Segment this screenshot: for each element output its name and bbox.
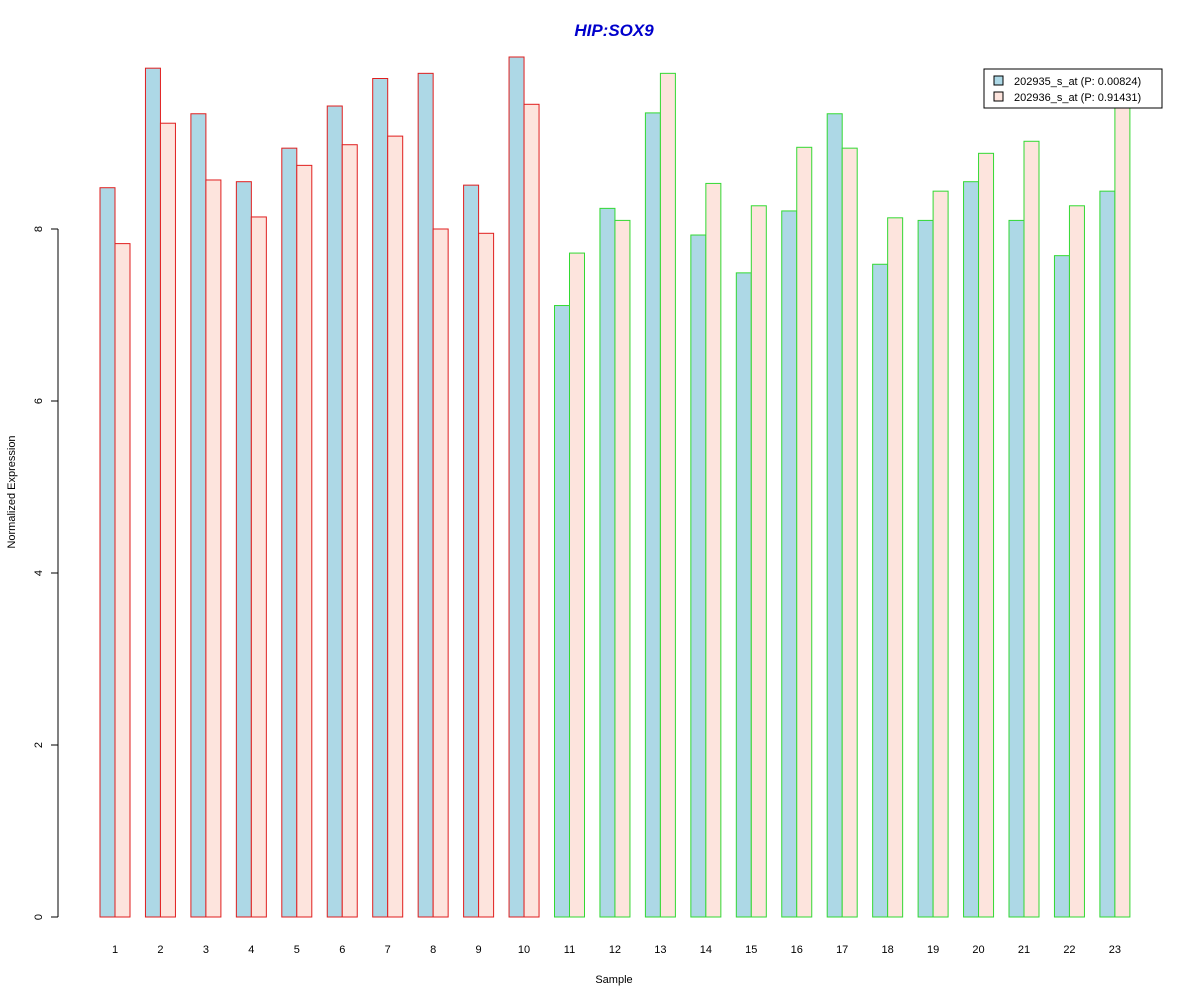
bar-series-2-sample-16 [796,146,813,918]
bar-series-1-sample-13 [644,112,661,918]
bar-series-1-sample-7 [372,78,389,918]
legend-swatch-series-1 [993,75,1004,86]
x-tick-label: 19 [927,944,939,956]
bar-series-2-sample-3 [205,179,222,918]
x-tick-label: 20 [972,944,984,956]
bar-series-1-sample-11 [554,305,570,918]
bar-series-2-sample-5 [296,164,313,918]
x-tick-label: 10 [518,944,530,956]
x-axis-label: Sample [595,974,632,986]
x-tick-label: 8 [430,944,436,956]
bar-series-1-sample-5 [281,147,298,918]
y-tick-label: 2 [33,742,45,748]
x-tick-label: 7 [385,944,391,956]
bar-series-2-sample-15 [750,205,767,918]
bar-series-2-sample-13 [659,72,676,918]
bar-series-1-sample-1 [99,187,116,918]
x-tick-label: 4 [248,944,254,956]
x-tick-label: 21 [1018,944,1030,956]
legend-swatch-series-2 [993,91,1004,102]
y-tick-label: 4 [33,570,45,576]
bar-series-2-sample-4 [250,216,267,918]
bars-group [99,56,1131,918]
x-tick-label: 22 [1063,944,1075,956]
bar-series-1-sample-6 [326,105,343,918]
bar-series-1-sample-19 [917,219,934,918]
bar-series-1-sample-10 [508,56,525,918]
x-tick-label: 1 [112,944,118,956]
bar-series-2-sample-22 [1068,205,1085,918]
bar-series-1-sample-14 [690,234,707,918]
chart-title: HIP:SOX9 [574,21,654,40]
legend-label-series-1: 202935_s_at (P: 0.00824) [1014,76,1141,88]
bar-series-2-sample-19 [932,190,949,918]
bar-series-1-sample-18 [872,263,889,918]
bar-series-1-sample-21 [1008,219,1025,918]
x-tick-label: 3 [203,944,209,956]
bar-series-2-sample-21 [1023,140,1040,918]
x-tick-label: 15 [745,944,757,956]
y-tick-label: 8 [33,226,45,232]
bar-series-2-sample-11 [569,252,585,918]
x-tick-label: 23 [1109,944,1121,956]
bar-series-2-sample-7 [387,135,404,918]
bar-series-2-sample-8 [432,228,449,918]
y-tick-label: 6 [33,398,45,404]
bar-series-1-sample-4 [235,181,252,918]
bar-series-2-sample-2 [159,122,176,918]
bar-series-1-sample-3 [190,113,207,918]
legend-box [983,68,1163,109]
x-tick-label: 11 [564,944,575,956]
bar-series-2-sample-18 [887,217,904,918]
bar-series-1-sample-2 [144,67,161,918]
legend-label-series-2: 202936_s_at (P: 0.91431) [1014,92,1141,104]
bar-series-2-sample-17 [841,147,858,918]
bar-series-1-sample-15 [735,272,752,918]
bar-series-1-sample-9 [463,184,480,918]
y-axis: 0 2 4 6 8 [33,226,59,920]
bar-series-1-sample-22 [1053,255,1070,918]
x-tick-label: 6 [339,944,345,956]
x-tick-label: 14 [700,944,712,956]
bar-series-2-sample-14 [705,182,722,918]
bar-series-2-sample-10 [523,103,540,918]
bar-series-1-sample-17 [826,113,843,918]
bar-series-1-sample-16 [781,210,798,918]
y-axis-label: Normalized Expression [6,435,18,548]
bar-series-2-sample-12 [614,219,631,918]
bar-series-2-sample-20 [978,152,995,918]
x-tick-label: 16 [791,944,803,956]
x-tick-label: 2 [157,944,163,956]
bar-series-2-sample-23 [1114,105,1131,918]
bar-series-1-sample-8 [417,72,434,918]
bar-series-1-sample-23 [1099,190,1116,918]
legend: 202935_s_at (P: 0.00824) 202936_s_at (P:… [983,68,1163,109]
x-tick-labels: 1 2 3 4 5 6 7 8 9 10 11 12 13 14 15 16 17 18 19 20 21 22 23 [112,944,1121,956]
x-tick-label: 13 [654,944,666,956]
x-tick-label: 12 [609,944,621,956]
bar-series-2-sample-9 [478,232,495,918]
x-tick-label: 5 [294,944,300,956]
bar-series-1-sample-12 [599,207,616,918]
bar-series-2-sample-6 [341,144,358,918]
x-tick-label: 9 [476,944,482,956]
bar-series-1-sample-20 [963,181,980,918]
y-tick-label: 0 [33,914,45,920]
x-tick-label: 17 [836,944,848,956]
bar-series-2-sample-1 [114,243,131,918]
x-tick-label: 18 [882,944,894,956]
